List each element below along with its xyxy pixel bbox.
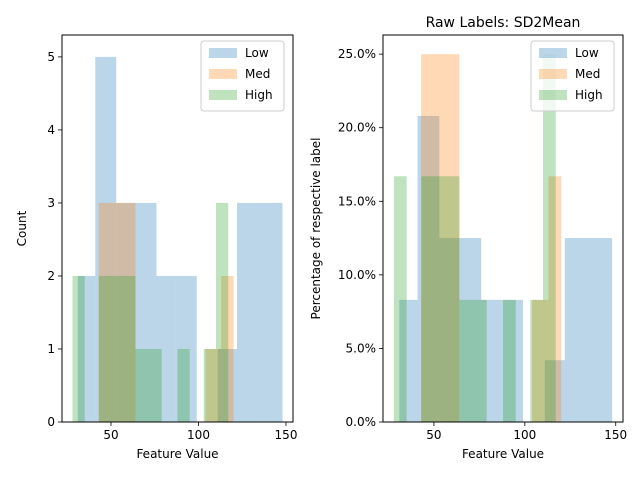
- bar-right-low-0: [399, 299, 418, 422]
- bar-left-med-3: [205, 348, 222, 422]
- bar-left-high-9: [203, 348, 216, 422]
- bar-right-high-9: [530, 299, 543, 422]
- legend-swatch-right-high: [539, 90, 567, 100]
- axes-frame-right: [382, 34, 624, 423]
- y-tick-label-right-2: 10.0%: [338, 268, 376, 282]
- x-tick-label-left-150: 150: [275, 428, 298, 442]
- bar-right-high-3: [437, 176, 460, 422]
- bar-right-high-4: [459, 299, 469, 422]
- histogram-panel-right: 50 100 150 0.0% 5.0% 10.0% 15.0% 20.0% 25.0% Ra…: [309, 15, 627, 461]
- y-tick-label-right-1: 5.0%: [346, 341, 377, 355]
- x-tick-label-right-150: 150: [604, 428, 627, 442]
- y-tick-label-left-1: 1: [47, 342, 55, 356]
- bar-left-low-9: [258, 202, 283, 422]
- y-tick-label-left-3: 3: [47, 196, 55, 210]
- legend-box-left: [200, 40, 285, 112]
- histogram-panel-left: 50 100 150 0 1 2 3 4 5 Feature Value Count Low M…: [15, 34, 297, 461]
- y-tick-label-right-5: 25.0%: [338, 47, 376, 61]
- bar-left-low-1: [95, 56, 117, 422]
- bar-left-med-0: [98, 202, 117, 422]
- x-axis-label-right: Feature Value: [462, 447, 544, 461]
- bar-left-low-8: [237, 202, 258, 422]
- chart-title-right: Raw Labels: SD2Mean: [426, 15, 581, 31]
- x-tick-label-right-50: 50: [426, 428, 441, 442]
- bar-left-high-10: [216, 202, 229, 422]
- bar-right-high-7: [503, 299, 516, 422]
- bar-left-low-0: [77, 275, 96, 422]
- x-ticks-left: 50 100 150: [103, 422, 297, 442]
- y-tick-label-right-0: 0.0%: [346, 415, 377, 429]
- bar-left-med-1: [116, 202, 136, 422]
- axes-frame-left: [61, 34, 294, 423]
- legend-label-right-high: High: [575, 88, 603, 102]
- bar-left-high-0: [72, 275, 85, 422]
- legend-box-right: [530, 40, 615, 112]
- x-tick-label-left-50: 50: [103, 428, 118, 442]
- y-axis-label-right: Percentage of respective label: [309, 138, 323, 320]
- bar-right-med-4: [548, 176, 562, 422]
- bar-right-low-7: [544, 360, 565, 422]
- bar-left-low-5: [175, 275, 197, 422]
- bar-right-high-2: [421, 176, 438, 422]
- bar-left-high-2: [98, 275, 115, 422]
- bar-right-low-4: [481, 299, 502, 422]
- bar-right-low-2: [439, 238, 460, 422]
- y-tick-label-left-2: 2: [47, 269, 55, 283]
- bar-right-low-9: [586, 238, 613, 422]
- bar-right-low-1: [417, 115, 440, 423]
- bar-right-med-0: [421, 54, 440, 423]
- x-tick-label-right-100: 100: [513, 428, 536, 442]
- legend-swatch-right-med: [539, 69, 567, 79]
- legend-label-left-high: High: [245, 88, 273, 102]
- y-tick-label-left-5: 5: [47, 50, 55, 64]
- bar-right-med-1: [439, 54, 460, 423]
- bar-left-low-4: [156, 275, 176, 422]
- bar-right-low-5: [501, 299, 523, 422]
- y-tick-label-left-0: 0: [47, 415, 55, 429]
- x-ticks-right: 50 100 150: [426, 422, 627, 442]
- legend-left: Low Med High: [200, 40, 285, 112]
- x-tick-label-left-100: 100: [187, 428, 210, 442]
- bar-left-high-4: [135, 348, 145, 422]
- legend-swatch-left-high: [209, 90, 237, 100]
- bars-left: [72, 56, 283, 422]
- x-axis-label-left: Feature Value: [136, 447, 218, 461]
- bar-left-low-2: [116, 202, 136, 422]
- legend-right: Low Med High: [530, 40, 615, 112]
- legend-swatch-left-med: [209, 69, 237, 79]
- bar-right-low-3: [459, 238, 482, 422]
- bar-right-high-0: [393, 176, 407, 422]
- y-axis-label-left: Count: [15, 210, 29, 246]
- y-tick-label-right-4: 20.0%: [338, 121, 376, 135]
- bar-left-high-5: [144, 348, 162, 422]
- bar-left-low-7: [217, 348, 237, 422]
- y-tick-label-left-4: 4: [47, 123, 55, 137]
- legend-label-right-med: Med: [575, 67, 600, 81]
- legend-label-right-low: Low: [575, 46, 599, 60]
- y-ticks-right: 0.0% 5.0% 10.0% 15.0% 20.0% 25.0%: [338, 47, 383, 429]
- y-ticks-left: 0 1 2 3 4 5: [47, 50, 62, 429]
- legend-label-left-med: Med: [245, 67, 270, 81]
- legend-swatch-left-low: [209, 48, 237, 58]
- y-tick-label-right-3: 15.0%: [338, 194, 376, 208]
- bar-left-low-3: [135, 202, 157, 422]
- legend-label-left-low: Low: [245, 46, 269, 60]
- bar-left-med-4: [221, 275, 234, 422]
- bar-right-high-5: [468, 299, 487, 422]
- legend-swatch-right-low: [539, 48, 567, 58]
- bar-right-low-8: [564, 238, 587, 422]
- bar-left-high-3: [114, 275, 136, 422]
- bars-right: [393, 54, 613, 423]
- bar-right-high-10: [543, 54, 556, 423]
- bar-left-high-7: [177, 348, 190, 422]
- bar-right-med-3: [532, 299, 549, 422]
